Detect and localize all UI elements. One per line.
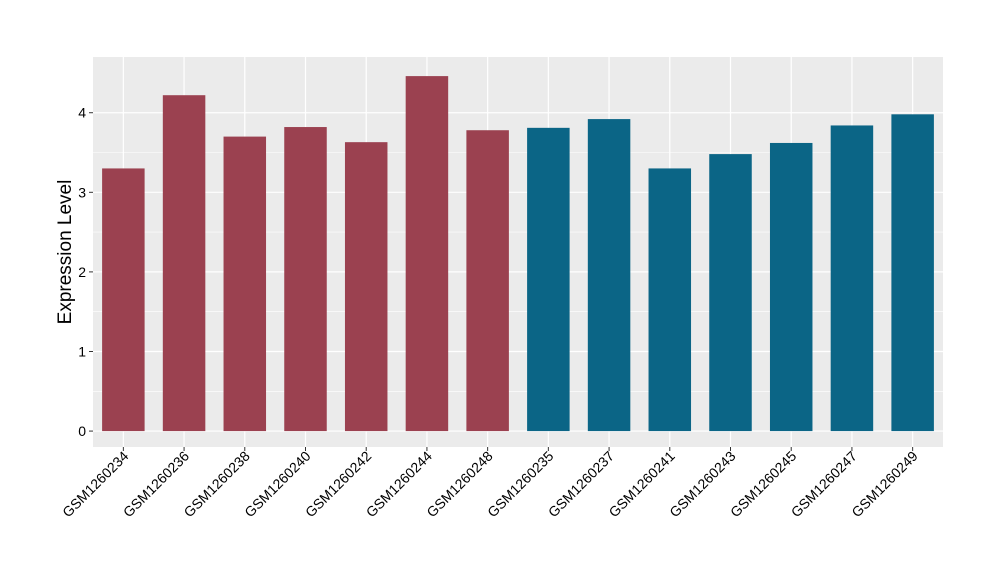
bar: [648, 168, 692, 432]
bar: [587, 119, 631, 432]
bar: [344, 142, 388, 432]
y-axis: 0 1 2 3 4: [78, 105, 93, 439]
bar: [891, 114, 934, 432]
y-tick-label: 0: [78, 423, 86, 439]
y-tick-label: 2: [78, 264, 86, 280]
bar: [405, 76, 449, 432]
y-tick-label: 3: [78, 184, 86, 200]
bar: [709, 154, 752, 432]
x-axis: GSM1260234GSM1260236GSM1260238GSM1260240…: [59, 447, 921, 520]
bar: [223, 136, 267, 432]
y-tick-label: 4: [78, 105, 86, 121]
bar: [527, 127, 570, 432]
bar: [102, 168, 145, 432]
plot-panel: [93, 57, 943, 447]
bar: [466, 130, 509, 432]
bar: [162, 95, 206, 432]
bar: [284, 127, 327, 432]
y-axis-label: Expression Level: [55, 180, 76, 325]
y-tick-label: 1: [78, 343, 86, 359]
bar: [830, 125, 874, 432]
bar: [769, 142, 813, 432]
bars: [102, 76, 934, 432]
